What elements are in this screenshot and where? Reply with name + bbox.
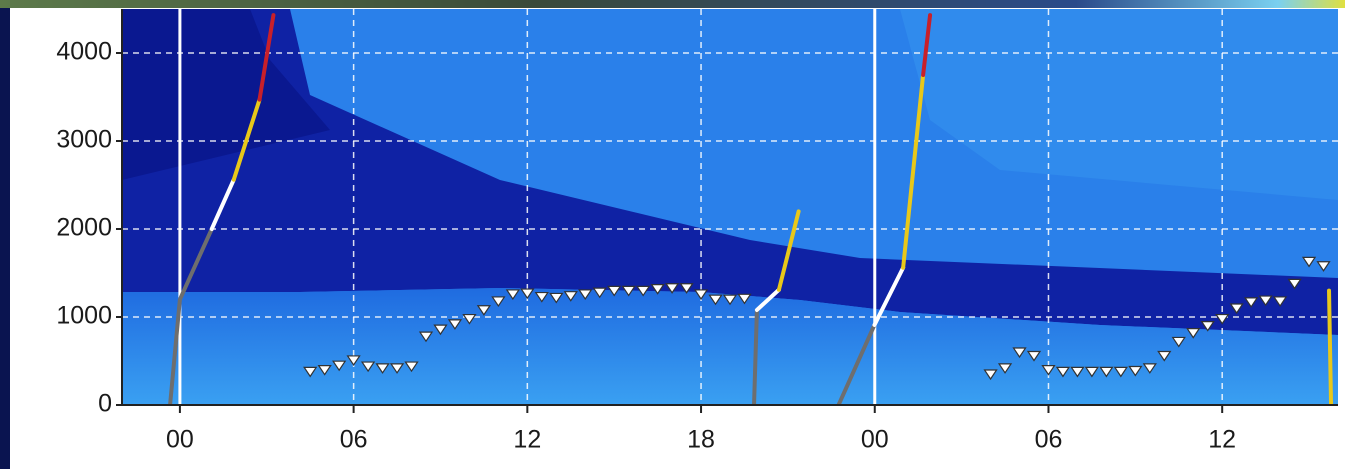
layer-height-marker [433,324,448,336]
marks [168,13,1334,405]
layer-height-marker [418,331,434,343]
profile-line [901,73,926,270]
layer-height-marker [1244,297,1259,308]
layer-height-marker [317,365,332,376]
backscatter-dark [122,9,1338,335]
profile-line [231,97,262,182]
layer-height-marker [1229,303,1244,315]
layer-height-marker [983,369,998,381]
layer-height-marker [1128,365,1143,377]
layer-height-marker [1200,321,1215,332]
layer-height-marker [1055,366,1071,378]
profile-line [209,177,236,231]
layer-height-marker [636,285,651,297]
layer-height-marker [708,294,723,306]
layer-height-marker [693,289,709,301]
layer-height-marker [462,313,477,325]
y-tick-label: 1000 [56,302,112,330]
backscatter-darkest [122,9,330,180]
x-tick-label: 06 [340,426,368,454]
layer-height-marker [1041,365,1056,376]
layer-height-marker [346,355,361,367]
layer-height-marker [476,305,492,316]
layer-height-marker [1070,366,1085,378]
layer-height-marker [1215,313,1230,325]
x-tick-label: 00 [861,426,889,454]
layer-height-marker [563,291,578,302]
layer-height-marker [592,287,607,299]
profile-line [257,13,276,102]
layer-height-marker [491,296,506,308]
profile-line [752,307,759,405]
layer-height-marker [303,366,318,378]
layer-height-marker [1142,363,1157,374]
profile-line [872,265,906,327]
layer-height-marker [1099,366,1114,378]
layer-height-marker [1301,256,1317,268]
layer-height-marker [375,363,390,374]
y-tick-label: 4000 [56,38,112,66]
backscatter-light [900,9,1338,200]
profile-line [921,13,933,77]
y-tick-label: 3000 [56,126,112,154]
layer-height-marker [1113,366,1128,378]
layer-height-marker [1026,350,1042,362]
x-tick-label: 18 [687,426,715,454]
layer-height-marker [360,361,376,373]
layer-height-marker [520,288,535,300]
profile-line [168,227,214,405]
x-tick-label: 12 [513,426,541,454]
layer-height-marker [1258,295,1273,307]
top-strip [0,0,1345,8]
layer-height-marker [332,360,347,372]
layer-height-marker [650,284,665,295]
layer-height-marker [1171,336,1186,348]
layer-height-marker [664,283,680,294]
layer-height-marker [997,363,1013,374]
layer-height-marker [578,289,593,301]
layer-height-marker [607,285,622,297]
left-border [0,0,10,469]
layer-height-marker [447,319,463,330]
backscatter-image [122,9,1338,405]
layer-height-marker [389,363,405,374]
backscatter-surface [122,288,1338,405]
layer-height-marker [679,283,694,294]
x-tick-label: 06 [1035,426,1063,454]
layer-height-marker [722,294,738,306]
layer-height-marker [1012,347,1027,359]
layer-height-marker [1186,328,1201,339]
profile-line [754,287,781,312]
layer-height-marker [1157,350,1172,362]
layer-height-marker [404,361,419,373]
layer-height-marker [505,289,520,301]
layer-height-marker [1084,366,1100,378]
x-tick-label: 00 [166,426,194,454]
x-tick-label: 12 [1208,426,1236,454]
layer-height-marker [1287,278,1302,290]
layer-height-marker [1316,261,1331,272]
profile-line [1327,288,1334,405]
y-tick-label: 2000 [56,214,112,242]
layer-height-marker [549,292,564,304]
layer-height-marker [534,291,549,303]
layer-height-marker [737,293,752,305]
profile-line [836,322,877,405]
layer-height-marker [621,285,636,297]
y-tick-label: 0 [98,390,112,418]
layer-height-marker [1272,296,1288,308]
axes: 0 1000 2000 3000 4000 00 06 12 18 00 06 12 [56,9,1338,454]
